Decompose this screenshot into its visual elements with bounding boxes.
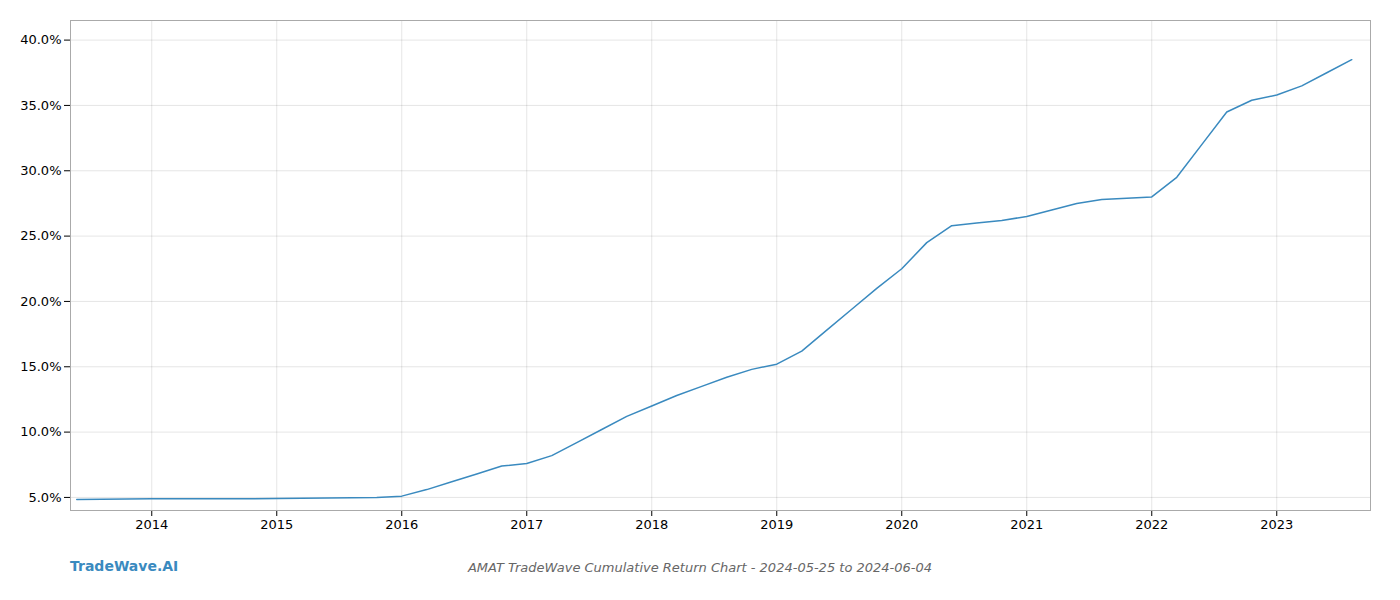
html-text:TradeWave.AI: TradeWave.AI (70, 558, 179, 574)
svg-text:2015: 2015 (260, 517, 293, 532)
html-text:AMAT TradeWave Cumulative Retu: AMAT TradeWave Cumulative Return Chart -… (468, 560, 932, 575)
svg-text:2018: 2018 (635, 517, 668, 532)
svg-text:2023: 2023 (1260, 517, 1293, 532)
svg-text:2014: 2014 (135, 517, 168, 532)
svg-text:30.0%: 30.0% (20, 163, 61, 178)
svg-text:2020: 2020 (885, 517, 918, 532)
svg-text:2019: 2019 (760, 517, 793, 532)
svg-text:15.0%: 15.0% (20, 359, 61, 374)
svg-text:10.0%: 10.0% (20, 424, 61, 439)
svg-text:5.0%: 5.0% (28, 490, 61, 505)
svg-text:2017: 2017 (510, 517, 543, 532)
svg-text:20.0%: 20.0% (20, 294, 61, 309)
svg-text:25.0%: 25.0% (20, 228, 61, 243)
svg-text:2022: 2022 (1135, 517, 1168, 532)
svg-text:2021: 2021 (1010, 517, 1043, 532)
svg-text:35.0%: 35.0% (20, 98, 61, 113)
svg-text:40.0%: 40.0% (20, 32, 61, 47)
svg-text:2016: 2016 (385, 517, 418, 532)
